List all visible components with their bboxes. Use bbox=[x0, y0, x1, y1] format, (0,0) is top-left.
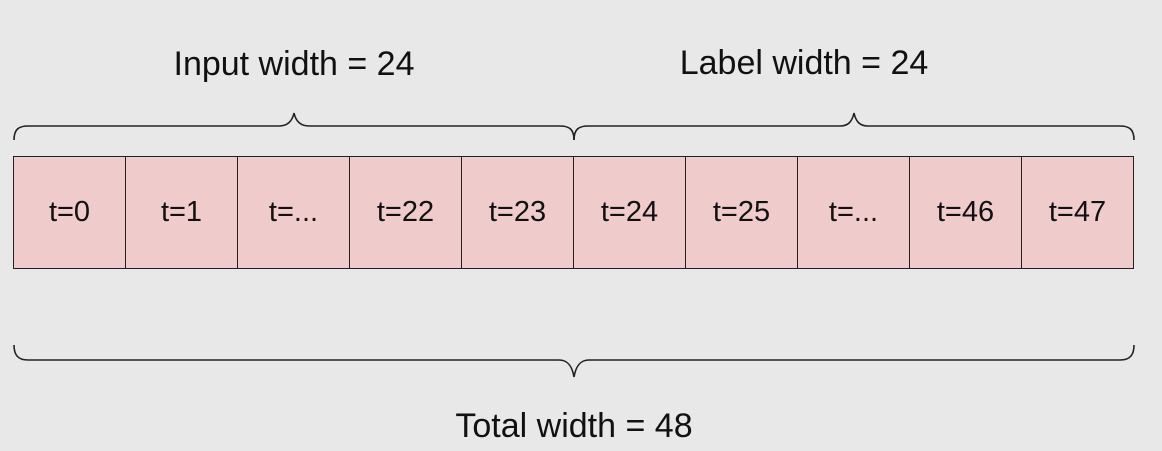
time-step-cell: t=25 bbox=[686, 157, 798, 268]
input-width-label: Input width = 24 bbox=[173, 45, 415, 83]
time-step-cell: t=1 bbox=[126, 157, 238, 268]
time-step-cell: t=47 bbox=[1048, 196, 1107, 228]
time-step-cell: t=23 bbox=[462, 157, 574, 268]
total-width-label: Total width = 48 bbox=[455, 407, 693, 445]
time-step-cell: t=22 bbox=[350, 157, 462, 268]
time-step-cell: t=46 bbox=[910, 157, 1022, 268]
label-width-brace bbox=[573, 112, 1135, 141]
time-step-cell: t=24 bbox=[574, 157, 686, 268]
label-width-label: Label width = 24 bbox=[679, 44, 929, 82]
time-step-cell: t=... bbox=[798, 157, 910, 268]
time-step-cell: t=0 bbox=[14, 157, 126, 268]
total-width-brace bbox=[13, 344, 1135, 378]
timeline: t=0 t=1 t=... t=22 t=23 t=24 t=25 t=... … bbox=[13, 156, 1134, 269]
time-step-cell: t=... bbox=[238, 157, 350, 268]
input-width-brace bbox=[13, 112, 575, 141]
